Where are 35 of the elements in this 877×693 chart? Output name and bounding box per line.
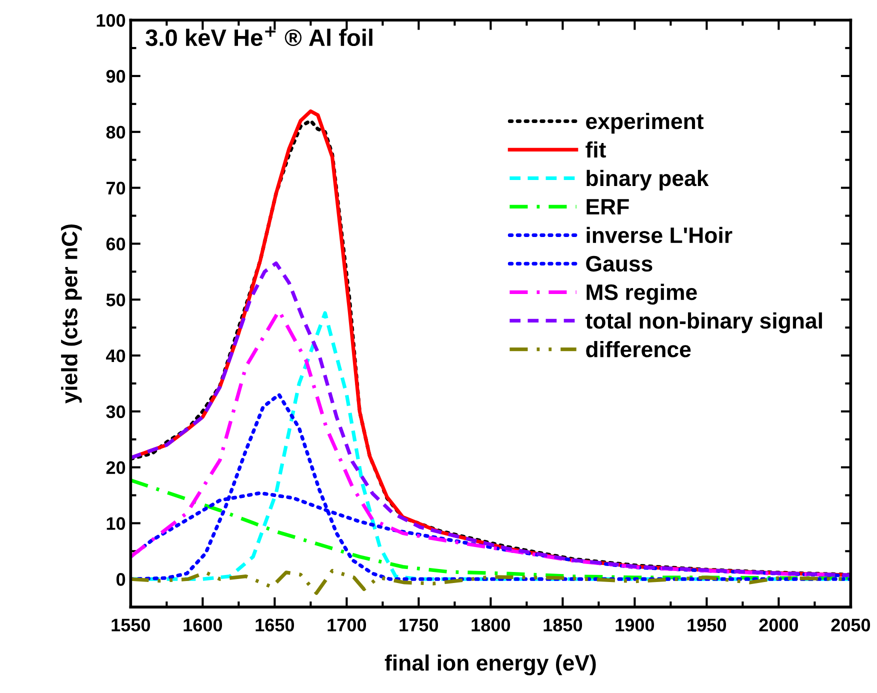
x-tick-label: 1800 <box>472 618 510 632</box>
legend-label: MS regime <box>586 284 697 305</box>
y-axis-title: yield (cts per nC) <box>61 224 82 404</box>
x-tick-label: 2000 <box>759 618 798 632</box>
legend-label: inverse L'Hoir <box>586 226 732 244</box>
legend-label: binary peak <box>586 170 709 191</box>
y-tick-label: 90 <box>106 70 126 83</box>
annotation: 3.0 keV He$^{+}$ ® Al foil <box>146 26 372 46</box>
x-tick-label: 1750 <box>400 618 438 632</box>
y-tick-label: 10 <box>106 517 126 530</box>
y-tick-label: 80 <box>106 126 126 139</box>
x-tick-label: 2050 <box>831 618 870 632</box>
legend-label: experiment <box>586 112 704 134</box>
x-tick-label: 1850 <box>544 618 582 632</box>
legend-label: total non-binary signal <box>586 312 822 334</box>
y-tick-label: 30 <box>106 405 126 418</box>
x-tick-label: 1950 <box>688 618 726 632</box>
legend-label: fit <box>586 141 606 158</box>
y-tick-label: 40 <box>106 349 126 362</box>
y-tick-label: 20 <box>106 461 126 474</box>
x-tick-label: 1650 <box>256 618 294 632</box>
y-tick-label: 0 <box>116 573 126 586</box>
legend-label: Gauss <box>586 256 652 272</box>
legend-label: difference <box>586 340 691 358</box>
line-series <box>130 392 851 581</box>
y-tick-label: 70 <box>106 182 126 195</box>
y-tick-label: 50 <box>106 294 126 306</box>
y-tick-label: 100 <box>96 14 126 27</box>
legend-label: ERF <box>586 199 629 214</box>
x-axis-title: final ion energy (eV) <box>384 654 596 676</box>
x-tick-label: 1600 <box>184 618 222 632</box>
y-tick-label: 60 <box>106 238 126 250</box>
x-tick-label: 1700 <box>328 618 366 632</box>
x-tick-label: 1550 <box>112 618 150 632</box>
x-tick-label: 1900 <box>616 618 654 632</box>
